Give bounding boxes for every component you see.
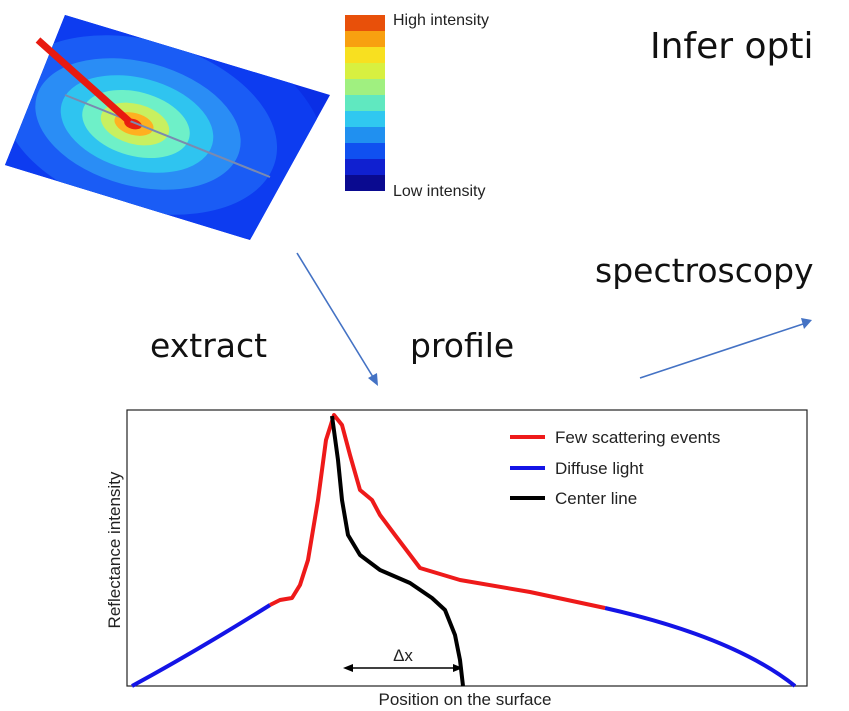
colorbar bbox=[345, 15, 385, 191]
colorbar-low: Low intensity bbox=[393, 183, 486, 200]
colorbar-high: High intensity bbox=[393, 12, 489, 29]
delta-x-label: Δx bbox=[393, 646, 413, 665]
x-axis-label: Position on the surface bbox=[379, 690, 552, 709]
label-profile: profile bbox=[410, 326, 514, 365]
legend-label: Diffuse light bbox=[555, 459, 644, 478]
legend-label: Few scattering events bbox=[555, 428, 720, 447]
profile-plot bbox=[126, 409, 808, 688]
y-axis-label: Reflectance intensity bbox=[105, 471, 124, 628]
label-spectroscopy: spectroscopy bbox=[595, 251, 814, 290]
label-extract: extract bbox=[150, 326, 267, 365]
arrows bbox=[296, 252, 812, 386]
legend-label: Center line bbox=[555, 489, 637, 508]
intensity-map bbox=[5, 15, 330, 240]
title: Infer opti bbox=[650, 26, 814, 67]
